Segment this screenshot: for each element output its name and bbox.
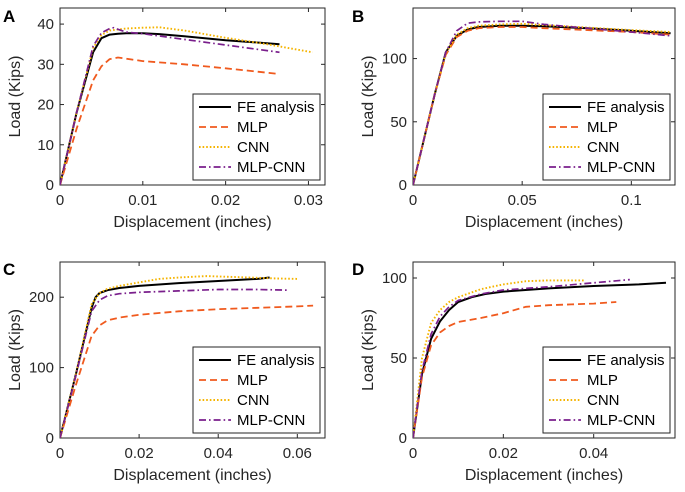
x-tick-label: 0.04 [579,445,608,462]
y-tick-label: 0 [399,177,407,194]
panel-b: B 0 0.05 0.1 0 50 100 Displacement (inches) Load… [352,7,676,231]
series-line-cnn [413,22,671,185]
series-line-mlp [413,301,617,438]
series-line-mlp [60,56,280,185]
panel-c: C 0 0.02 0.04 0.06 0 100 200 Displacement (inche… [3,260,326,484]
y-tick-label: 100 [382,270,407,287]
legend-entry-label: FE analysis [237,352,315,369]
x-tick-label: 0 [56,445,64,462]
x-tick-label: 0.01 [128,192,157,209]
y-tick-label: 0 [46,430,54,447]
x-tick-label: 0.06 [283,445,312,462]
panel-label: C [3,260,15,279]
panel-label: B [352,7,364,26]
y-axis-label: Load (Kips) [7,56,24,138]
y-tick-label: 10 [37,137,54,154]
legend-entry-label: MLP-CNN [237,159,305,176]
legend: FE analysis MLP CNN MLP-CNN [542,346,671,434]
series-line-cnn [413,279,585,438]
legend-entry-label: CNN [587,139,620,156]
series-line-cnn [60,26,313,185]
panel-label: D [352,260,364,279]
legend: FE analysis MLP CNN MLP-CNN [192,346,321,434]
legend-entry-label: MLP-CNN [587,412,655,429]
y-axis-label: Load (Kips) [360,309,377,391]
legend-entry-label: MLP [587,119,618,136]
x-tick-label: 0.02 [125,445,154,462]
panel-a: A 0 0.01 0.02 0.03 0 10 20 30 40 Displacement (inc… [3,7,326,231]
legend-entry-label: MLP [237,372,268,389]
x-tick-label: 0 [409,445,417,462]
y-tick-label: 0 [399,430,407,447]
x-tick-label: 0.02 [211,192,240,209]
series-line-mlp-cnn [413,278,630,438]
legend-entry-label: CNN [237,392,270,409]
legend-entry-label: FE analysis [587,352,665,369]
y-tick-label: 30 [37,56,54,73]
series-line-mlp [60,304,314,438]
y-tick-label: 0 [46,177,54,194]
y-tick-label: 100 [29,360,54,377]
legend-entry-label: FE analysis [587,99,665,116]
legend-entry-label: MLP [237,119,268,136]
legend-entry-label: CNN [587,392,620,409]
legend-box [542,93,671,181]
x-axis-label: Displacement (inches) [113,214,271,231]
legend-box [542,346,671,434]
legend-entry-label: MLP [587,372,618,389]
y-tick-label: 200 [29,289,54,306]
y-axis-label: Load (Kips) [7,309,24,391]
x-tick-label: 0 [409,192,417,209]
x-tick-label: 0.02 [489,445,518,462]
legend-entry-label: FE analysis [237,99,315,116]
y-axis-label: Load (Kips) [360,56,377,138]
legend-entry-label: MLP-CNN [237,412,305,429]
plot-area [413,278,667,438]
y-tick-label: 50 [390,114,407,131]
series-line-mlp-cnn [60,26,280,185]
legend-box [192,93,321,181]
legend: FE analysis MLP CNN MLP-CNN [542,93,671,181]
plot-area [60,275,314,438]
legend-entry-label: CNN [237,139,270,156]
panel-d: D 0 0.02 0.04 0 50 100 Displacement (inches) Loa… [352,260,676,484]
x-tick-label: 0.1 [621,192,642,209]
series-line-mlp-cnn [60,288,290,438]
y-tick-label: 100 [382,51,407,68]
y-tick-label: 50 [390,350,407,367]
y-tick-label: 40 [37,16,54,33]
x-tick-label: 0 [56,192,64,209]
plot-area [60,26,313,185]
y-tick-label: 20 [37,97,54,114]
axes-frame [59,261,326,439]
panel-label: A [3,7,15,26]
legend-entry-label: MLP-CNN [587,159,655,176]
x-axis-label: Displacement (inches) [465,214,623,231]
series-line-mlp-cnn [413,20,671,185]
plot-area [413,20,671,185]
series-line-cnn [60,275,298,438]
axes-frame [59,7,326,186]
x-tick-label: 0.03 [294,192,323,209]
x-axis-label: Displacement (inches) [113,467,271,484]
x-tick-label: 0.04 [204,445,233,462]
legend-box [192,346,321,434]
x-tick-label: 0.05 [508,192,537,209]
x-axis-label: Displacement (inches) [465,467,623,484]
legend: FE analysis MLP CNN MLP-CNN [192,93,321,181]
axes-frame [412,7,676,186]
axes-frame [412,261,676,439]
